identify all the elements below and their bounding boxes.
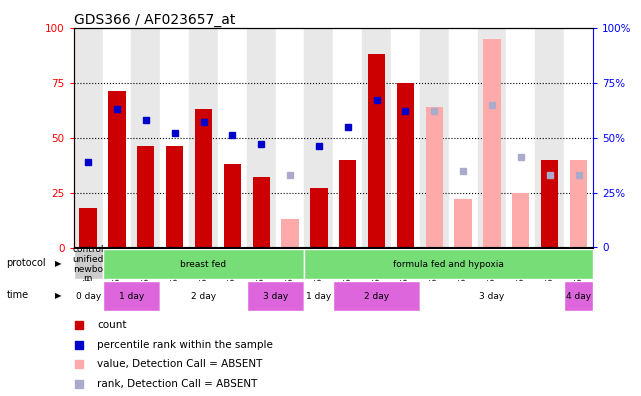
Bar	[391, 28, 420, 247]
Text: ▶: ▶	[54, 291, 61, 299]
Text: GDS366 / AF023657_at: GDS366 / AF023657_at	[74, 13, 235, 27]
Bar	[253, 177, 270, 248]
Bar	[420, 281, 564, 311]
Bar	[449, 28, 478, 247]
Text: 0 day: 0 day	[76, 291, 101, 301]
Bar	[541, 160, 558, 248]
Bar	[310, 188, 328, 248]
Text: 1 day: 1 day	[306, 291, 331, 301]
Bar	[570, 160, 587, 248]
Bar	[103, 249, 304, 279]
Bar	[535, 28, 564, 247]
Text: 2 day: 2 day	[191, 291, 216, 301]
Bar	[333, 281, 420, 311]
Bar	[368, 54, 385, 248]
Text: 1 day: 1 day	[119, 291, 144, 301]
Bar	[103, 281, 160, 311]
Bar	[304, 249, 593, 279]
Bar	[131, 28, 160, 247]
Bar	[218, 28, 247, 247]
Bar	[103, 28, 131, 247]
Bar	[483, 39, 501, 248]
Bar	[195, 109, 212, 248]
Bar	[454, 199, 472, 248]
Bar	[74, 28, 103, 247]
Text: percentile rank within the sample: percentile rank within the sample	[97, 339, 273, 350]
Text: 3 day: 3 day	[263, 291, 288, 301]
Text: control
unified
newbo
rn: control unified newbo rn	[72, 245, 104, 284]
Bar	[564, 281, 593, 311]
Bar	[160, 28, 189, 247]
Bar	[276, 28, 304, 247]
Bar	[478, 28, 506, 247]
Bar	[247, 28, 276, 247]
Text: breast fed: breast fed	[181, 260, 226, 269]
Text: rank, Detection Call = ABSENT: rank, Detection Call = ABSENT	[97, 379, 258, 389]
Bar	[333, 28, 362, 247]
Text: 2 day: 2 day	[364, 291, 389, 301]
Text: value, Detection Call = ABSENT: value, Detection Call = ABSENT	[97, 359, 262, 369]
Text: formula fed and hypoxia: formula fed and hypoxia	[394, 260, 504, 269]
Bar	[506, 28, 535, 247]
Text: 3 day: 3 day	[479, 291, 504, 301]
Text: protocol: protocol	[6, 258, 46, 268]
Bar	[160, 281, 247, 311]
Bar	[74, 249, 103, 279]
Bar	[166, 147, 183, 248]
Bar	[189, 28, 218, 247]
Bar	[339, 160, 356, 248]
Bar	[281, 219, 299, 248]
Bar	[397, 83, 414, 248]
Text: 4 day: 4 day	[566, 291, 591, 301]
Bar	[137, 147, 154, 248]
Bar	[79, 208, 97, 248]
Bar	[74, 281, 103, 311]
Bar	[426, 107, 443, 248]
Text: time: time	[6, 290, 29, 300]
Text: ▶: ▶	[54, 259, 61, 268]
Text: count: count	[97, 320, 126, 330]
Bar	[304, 28, 333, 247]
Bar	[224, 164, 241, 248]
Bar	[362, 28, 391, 247]
Bar	[564, 28, 593, 247]
Bar	[108, 91, 126, 248]
Bar	[247, 281, 304, 311]
Bar	[420, 28, 449, 247]
Bar	[304, 281, 333, 311]
Bar	[512, 192, 529, 248]
